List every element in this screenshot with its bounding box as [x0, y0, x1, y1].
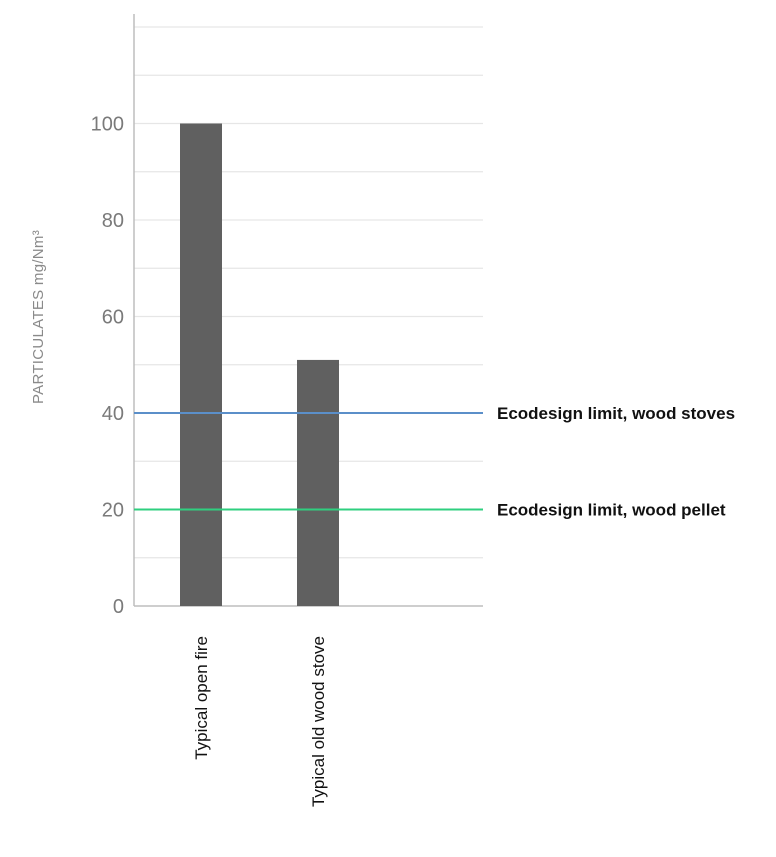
- y-axis-label: PARTICULATES mg/Nm³: [30, 230, 47, 404]
- x-category-labels: Typical open fire Typical old wood stove: [192, 636, 328, 807]
- bars: [180, 123, 339, 606]
- reference-line-label-2: Ecodesign limit, wood pellet: [497, 501, 726, 520]
- y-tick-label: 80: [102, 210, 124, 232]
- reference-lines: Ecodesign limit, wood stoves Ecodesign li…: [134, 404, 735, 520]
- x-category-label: Typical open fire: [192, 636, 211, 760]
- y-tick-labels: 0 20 40 60 80 100: [91, 114, 124, 619]
- y-tick-label: 40: [102, 403, 124, 425]
- bar-2: [297, 359, 339, 606]
- x-category-label: Typical old wood stove: [309, 636, 328, 807]
- reference-line-label-1: Ecodesign limit, wood stoves: [497, 404, 735, 423]
- y-tick-label: 20: [102, 500, 124, 522]
- y-tick-label: 0: [113, 596, 124, 618]
- y-tick-label: 100: [91, 114, 124, 136]
- bar-1: [180, 123, 222, 606]
- y-tick-label: 60: [102, 307, 124, 329]
